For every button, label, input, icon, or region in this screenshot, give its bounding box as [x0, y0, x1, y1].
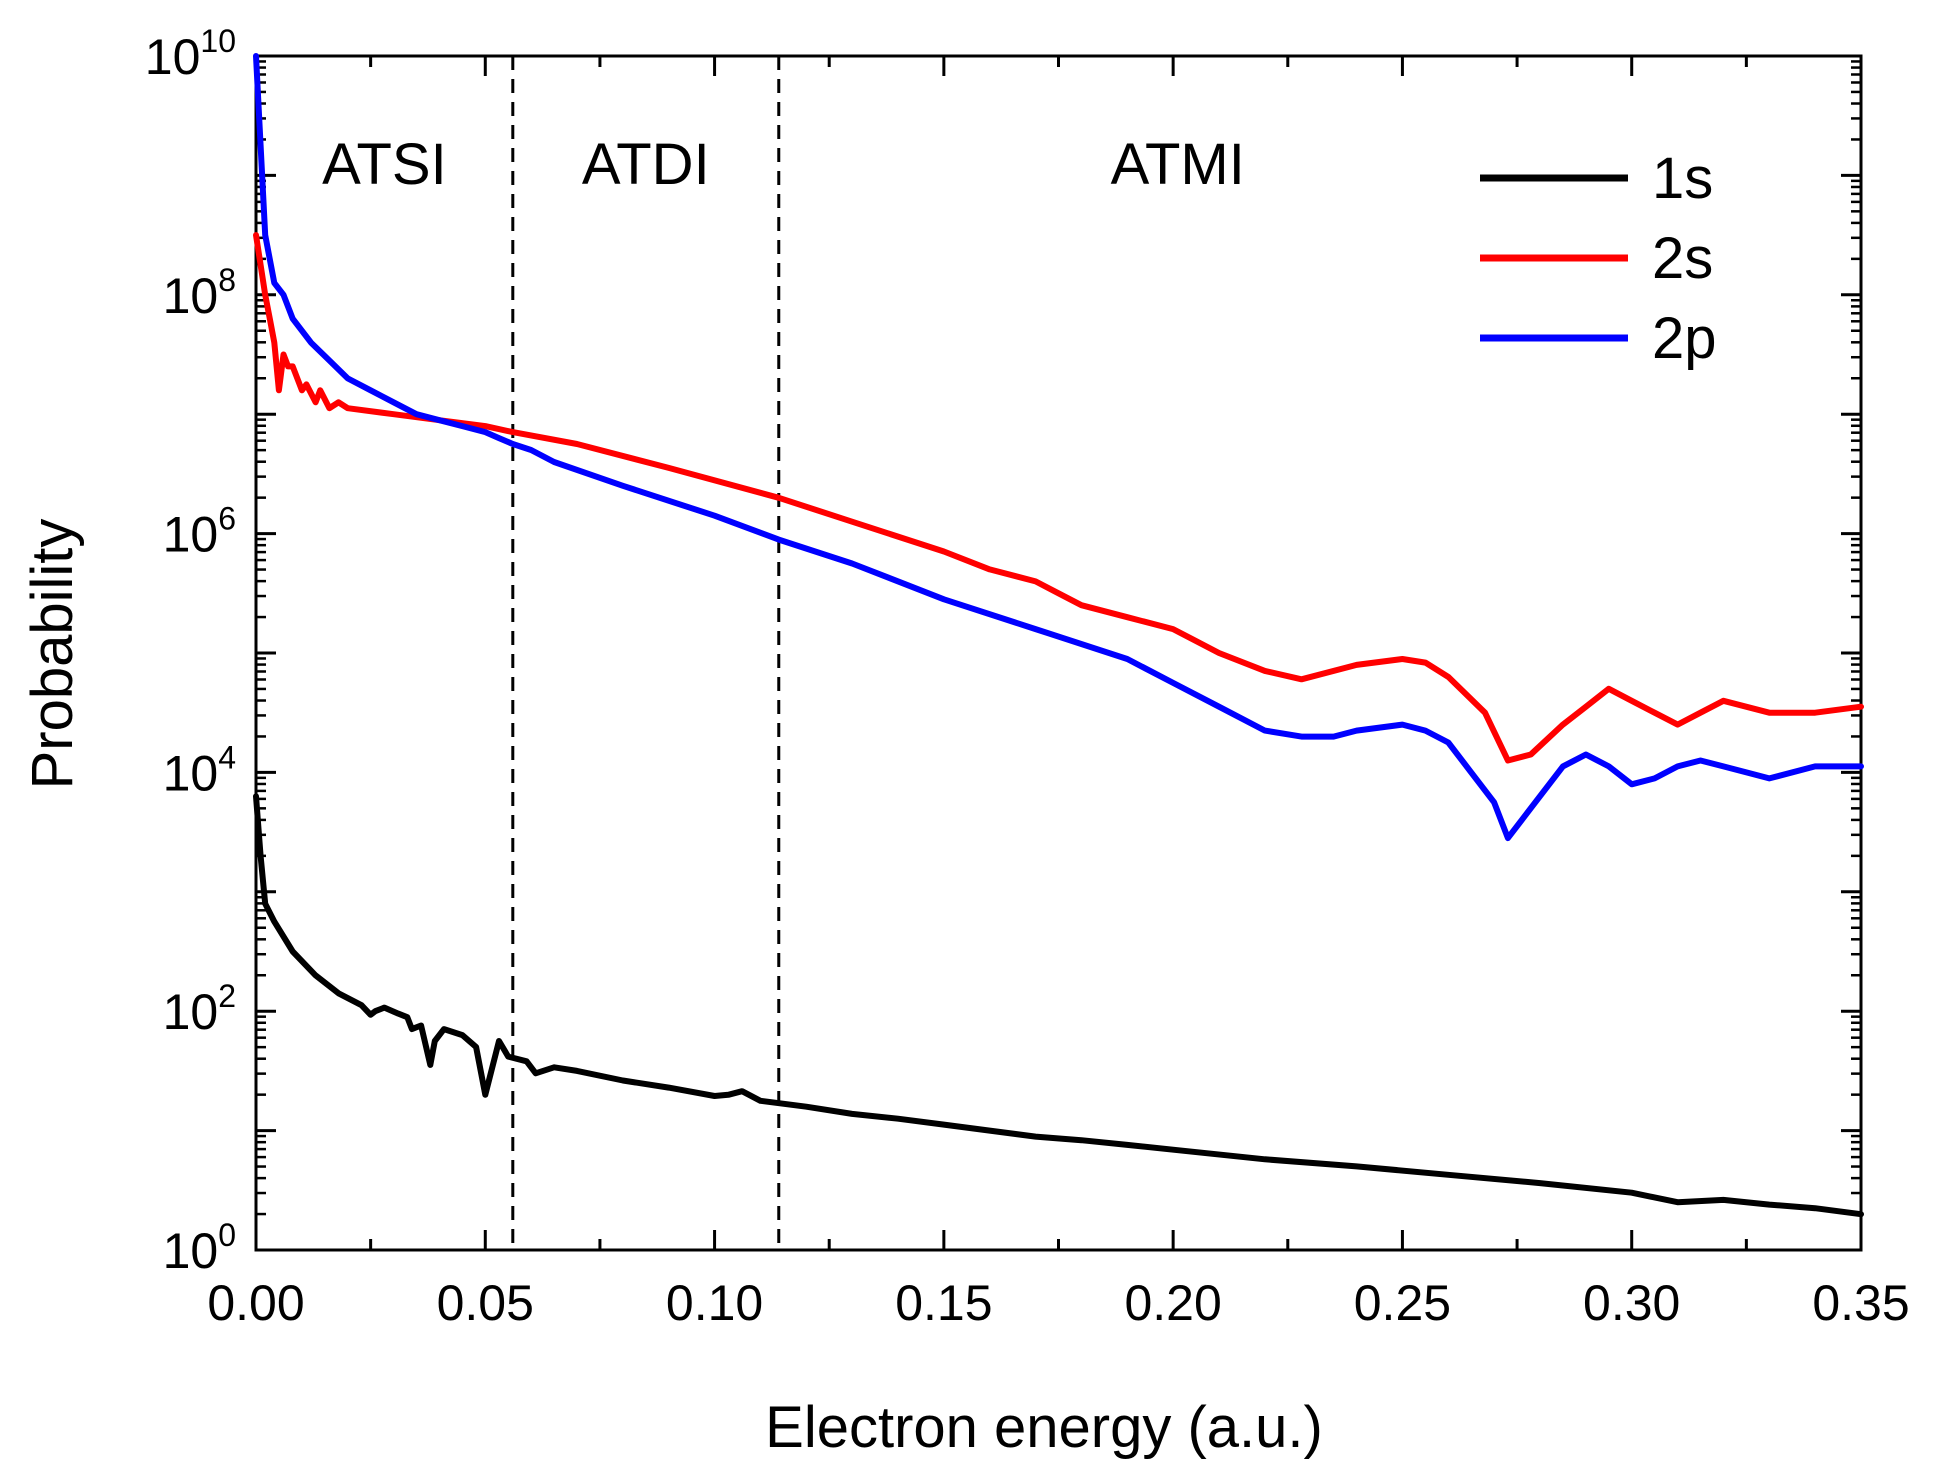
y-tick-label: 104	[163, 739, 236, 801]
y-tick-label: 100	[163, 1217, 236, 1279]
x-tick-label: 0.30	[1583, 1275, 1680, 1331]
x-axis-title: Electron energy (a.u.)	[765, 1395, 1323, 1460]
y-tick-label: 1010	[145, 23, 236, 85]
region-labels: ATSI ATDI ATMI	[322, 132, 1245, 197]
x-tick-label: 0.35	[1812, 1275, 1909, 1331]
legend-label-1s: 1s	[1652, 146, 1713, 211]
x-tick-label: 0.25	[1354, 1275, 1451, 1331]
series-line-2p	[253, 53, 1864, 842]
legend-label-2s: 2s	[1652, 226, 1713, 291]
y-axis-title: Probability	[20, 519, 85, 790]
y-tick-label: 106	[163, 501, 236, 563]
region-dividers	[511, 56, 781, 1250]
region-label-atsi: ATSI	[322, 132, 447, 197]
x-tick-label: 0.00	[207, 1275, 304, 1331]
plot-frame	[254, 54, 1863, 1252]
x-tick-label: 0.20	[1124, 1275, 1221, 1331]
x-tick-label: 0.15	[895, 1275, 992, 1331]
legend: 1s 2s 2p	[1480, 146, 1717, 371]
x-tick-label: 0.10	[666, 1275, 763, 1331]
region-label-atdi: ATDI	[582, 132, 710, 197]
legend-label-2p: 2p	[1652, 306, 1717, 371]
series-line-1s	[253, 793, 1864, 1218]
y-tick-label: 108	[163, 262, 236, 324]
region-label-atmi: ATMI	[1111, 132, 1245, 197]
tick-labels: 0.00 0.05 0.10 0.15 0.20 0.25 0.30 0.35 100 102 10…	[145, 23, 1910, 1331]
y-tick-label: 102	[163, 978, 236, 1040]
series-line-2s	[253, 232, 1864, 764]
axis-ticks	[254, 54, 1863, 1252]
x-tick-label: 0.05	[437, 1275, 534, 1331]
series-lines	[253, 53, 1864, 1218]
